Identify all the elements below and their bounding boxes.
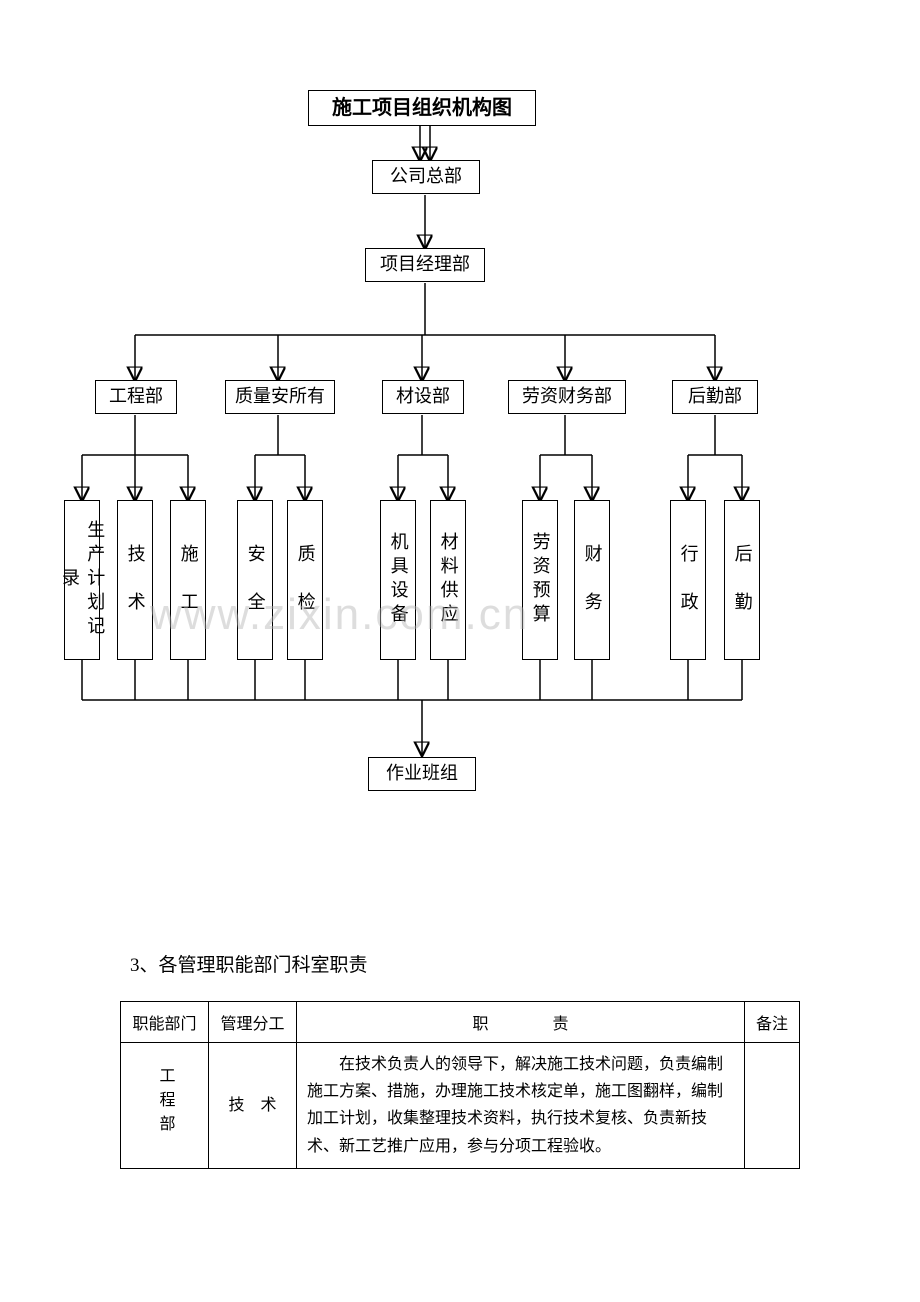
table-row: 工程部 技 术 在技术负责人的领导下，解决施工技术问题，负责编制施工方案、措施，… [121,1043,800,1169]
section-3-heading: 3、各管理职能部门科室职责 [130,950,920,977]
leaf-4: 安 全 [237,500,273,660]
leaf-11: 后 勤 [724,500,760,660]
level2-node: 项目经理部 [365,248,485,282]
leaf-3: 施 工 [170,500,206,660]
leaf-9: 财 务 [574,500,610,660]
dept-node-1: 工程部 [95,380,177,414]
cell-division: 技 术 [209,1043,297,1169]
dept2-text: 质量安所有 [235,384,325,409]
dept1-text: 工程部 [109,384,163,409]
leaf-10: 行 政 [670,500,706,660]
cell-dept: 工程部 [121,1043,209,1169]
th-dept: 职能部门 [121,1002,209,1043]
dept5-text: 后勤部 [688,384,742,409]
table-header-row: 职能部门 管理分工 职 责 备注 [121,1002,800,1043]
l1-text: 公司总部 [390,164,462,189]
responsibility-table: 职能部门 管理分工 职 责 备注 工程部 技 术 在技术负责人的领导下，解决施工… [120,1001,800,1169]
level1-node: 公司总部 [372,160,480,194]
cell-duty: 在技术负责人的领导下，解决施工技术问题，负责编制施工方案、措施，办理施工技术核定… [297,1043,745,1169]
dept-node-3: 材设部 [382,380,464,414]
leaf-2: 技 术 [117,500,153,660]
cell-note [745,1043,800,1169]
bottom-text: 作业班组 [386,761,458,786]
th-note: 备注 [745,1002,800,1043]
leaf-6: 机具设备 [380,500,416,660]
dept3-text: 材设部 [396,384,450,409]
title-text: 施工项目组织机构图 [332,94,512,122]
watermark-text: www.zixin.com.cn [150,590,529,640]
dept-node-2: 质量安所有 [225,380,335,414]
leaf-8: 劳资预算 [522,500,558,660]
title-node: 施工项目组织机构图 [308,90,536,126]
leaf-5: 质 检 [287,500,323,660]
leaf-7: 材料供应 [430,500,466,660]
bottom-node: 作业班组 [368,757,476,791]
dept4-text: 劳资财务部 [522,384,612,409]
th-duty: 职 责 [297,1002,745,1043]
th-division: 管理分工 [209,1002,297,1043]
l2-text: 项目经理部 [380,252,470,277]
leaf-1: 生产计划记录 [64,500,100,660]
dept-node-5: 后勤部 [672,380,758,414]
org-chart-diagram: 施工项目组织机构图 公司总部 项目经理部 工程部 质量安所有 材设部 劳资财务部… [0,0,920,830]
dept-node-4: 劳资财务部 [508,380,626,414]
